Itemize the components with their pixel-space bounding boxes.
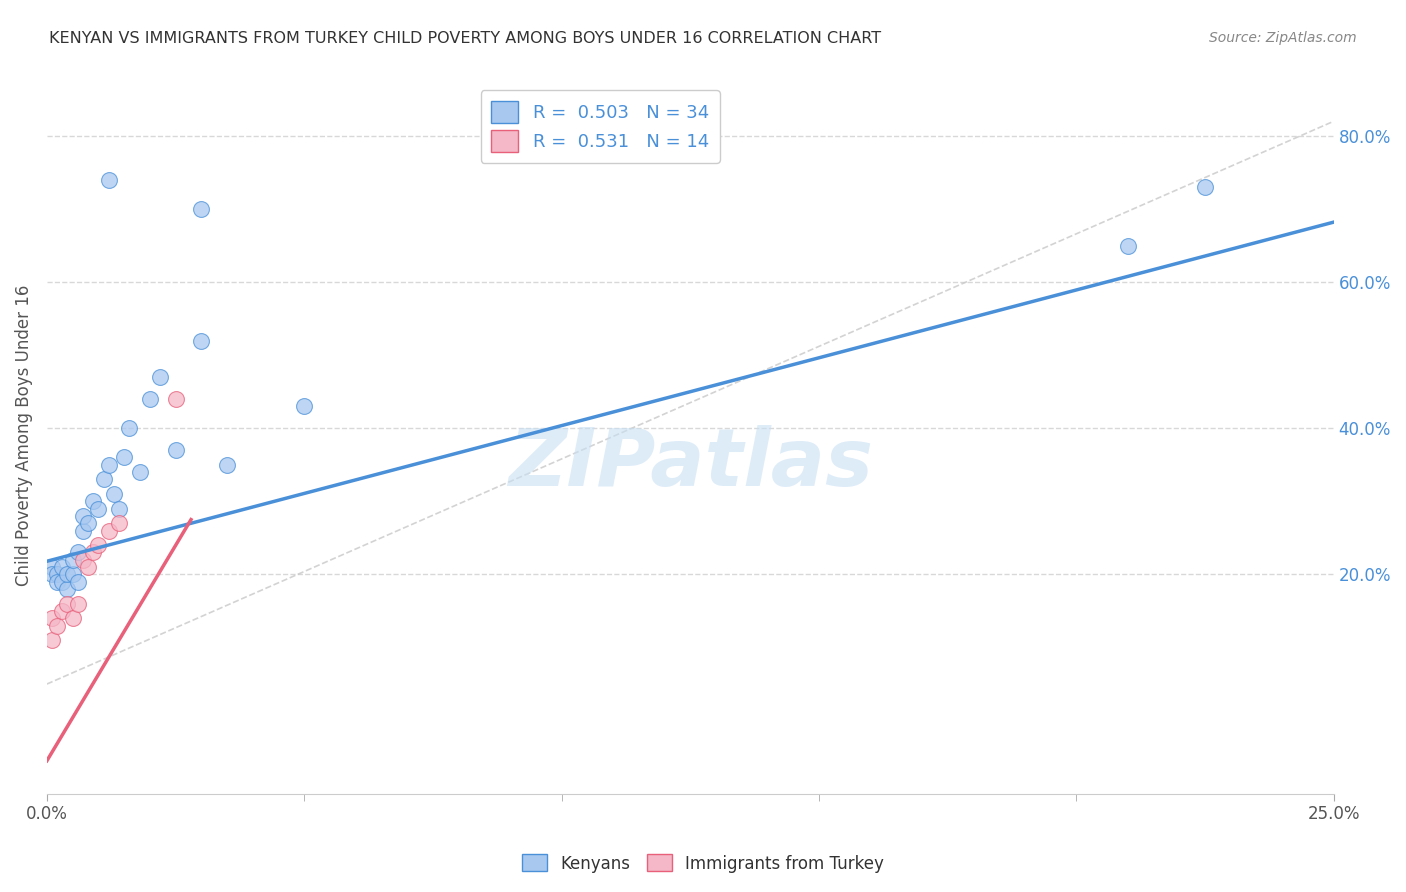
Point [82,545,104,559]
Text: Source: ZipAtlas.com: Source: ZipAtlas.com [1209,31,1357,45]
Point [46,574,69,589]
Point [149,370,172,384]
Point [62,553,84,567]
Text: KENYAN VS IMMIGRANTS FROM TURKEY CHILD POVERTY AMONG BOYS UNDER 16 CORRELATION C: KENYAN VS IMMIGRANTS FROM TURKEY CHILD P… [49,31,882,46]
Point [128,465,150,479]
Point [46,618,69,632]
Legend: R =  0.503   N = 34, R =  0.531   N = 14: R = 0.503 N = 34, R = 0.531 N = 14 [481,90,720,163]
Y-axis label: Child Poverty Among Boys Under 16: Child Poverty Among Boys Under 16 [15,285,32,586]
Point [66,597,89,611]
Point [82,494,104,508]
Point [56,567,79,582]
Point [165,392,187,406]
Point [66,545,89,559]
Point [190,202,212,216]
Point [108,516,131,531]
Point [56,597,79,611]
Point [139,392,162,406]
Point [215,458,238,472]
Point [72,553,94,567]
Legend: Kenyans, Immigrants from Turkey: Kenyans, Immigrants from Turkey [515,847,891,880]
Point [72,524,94,538]
Point [62,567,84,582]
Point [41,560,63,574]
Point [66,574,89,589]
Point [56,582,79,596]
Point [112,450,135,465]
Point [51,574,73,589]
Point [77,560,100,574]
Point [93,472,115,486]
Point [190,334,212,348]
Point [51,604,73,618]
Point [1116,238,1139,252]
Point [108,501,131,516]
Point [165,443,187,458]
Text: ZIPatlas: ZIPatlas [508,425,873,503]
Point [87,501,110,516]
Point [41,633,63,648]
Point [97,173,120,187]
Point [62,611,84,625]
Point [46,567,69,582]
Point [118,421,141,435]
Point [1194,180,1216,194]
Point [41,611,63,625]
Point [51,560,73,574]
Point [77,516,100,531]
Point [72,508,94,523]
Point [87,538,110,552]
Point [103,487,125,501]
Point [292,400,315,414]
Point [97,524,120,538]
Point [41,567,63,582]
Point [97,458,120,472]
